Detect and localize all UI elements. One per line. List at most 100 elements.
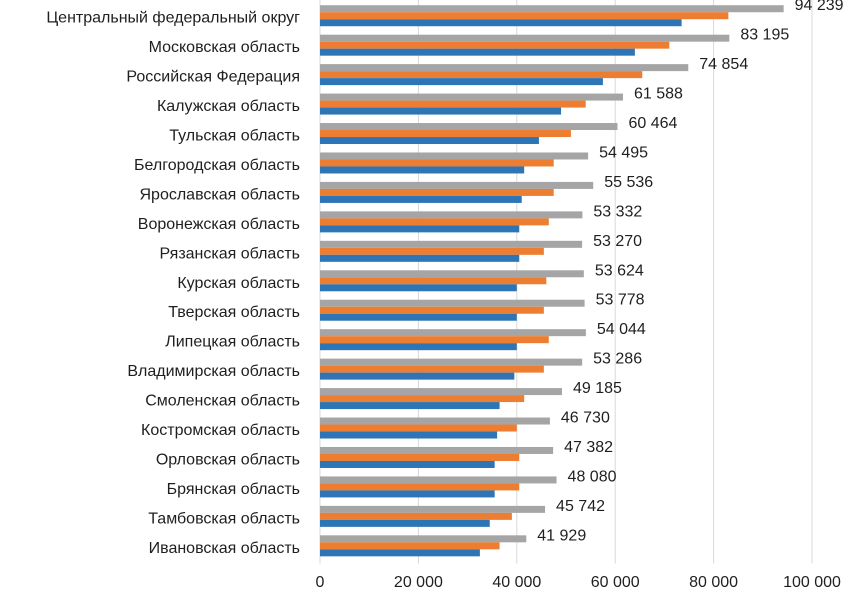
- data-label: 53 270: [593, 233, 642, 250]
- category-label: Тверская область: [168, 304, 300, 321]
- bar: [320, 476, 557, 484]
- bar: [320, 460, 495, 468]
- bar: [320, 388, 562, 396]
- bar: [320, 483, 520, 491]
- bar: [320, 218, 549, 226]
- data-label: 53 286: [593, 351, 642, 368]
- category-label: Ивановская область: [149, 540, 300, 557]
- category-label: Владимирская область: [127, 363, 300, 380]
- category-label: Калужская область: [157, 98, 300, 115]
- bar: [320, 107, 562, 115]
- bar: [320, 181, 594, 189]
- bar: [320, 64, 689, 72]
- bar: [320, 41, 670, 49]
- bar: [320, 365, 544, 373]
- category-label: Курская область: [177, 275, 300, 292]
- bar: [320, 211, 583, 219]
- data-label: 53 624: [595, 262, 644, 279]
- bar: [320, 519, 490, 527]
- category-label: Московская область: [149, 39, 300, 56]
- category-label: Тамбовская область: [148, 510, 300, 527]
- bar: [320, 5, 784, 13]
- category-label: Смоленская область: [145, 393, 300, 410]
- data-label: 61 588: [634, 86, 683, 103]
- bar: [320, 159, 554, 167]
- x-tick-label: 80 000: [689, 574, 738, 591]
- data-label: 94 239: [795, 0, 844, 14]
- bar: [320, 395, 525, 403]
- category-label: Ярославская область: [139, 186, 300, 203]
- bar: [320, 549, 480, 557]
- bar: [320, 299, 585, 307]
- bar: [320, 402, 500, 410]
- bar: [320, 542, 500, 550]
- bar: [320, 372, 515, 380]
- bar: [320, 152, 589, 160]
- category-label: Воронежская область: [138, 216, 300, 233]
- category-label: Костромская область: [141, 422, 300, 439]
- bar: [320, 100, 586, 108]
- data-label: 54 044: [597, 321, 646, 338]
- category-label: Липецкая область: [165, 334, 300, 351]
- bar: [320, 358, 583, 366]
- category-label: Белгородская область: [134, 157, 300, 174]
- x-tick-label: 40 000: [492, 574, 541, 591]
- bars: [320, 5, 784, 557]
- data-label: 60 464: [628, 115, 677, 132]
- bar: [320, 343, 517, 351]
- bar: [320, 417, 550, 425]
- x-tick-label: 0: [316, 574, 325, 591]
- bar: [320, 284, 517, 292]
- bar: [320, 34, 730, 42]
- data-label: 54 495: [599, 144, 648, 161]
- bar: [320, 446, 554, 454]
- category-label: Тульская область: [169, 128, 300, 145]
- category-labels: Центральный федеральный округ Московская …: [46, 10, 300, 557]
- bar: [320, 188, 554, 196]
- data-label: 53 778: [596, 292, 645, 309]
- category-label: Брянская область: [167, 481, 300, 498]
- data-label: 47 382: [564, 439, 613, 456]
- bar: [320, 431, 498, 439]
- bar: [320, 306, 544, 314]
- bar: [320, 93, 624, 101]
- bar: [320, 240, 583, 248]
- data-label: 74 854: [699, 56, 748, 73]
- bar: [320, 12, 729, 20]
- bar: [320, 19, 682, 27]
- bar: [320, 254, 520, 262]
- bar: [320, 270, 584, 278]
- data-label: 83 195: [740, 27, 789, 44]
- bar: [320, 535, 527, 543]
- bar: [320, 336, 549, 344]
- bar: [320, 505, 546, 513]
- bar: [320, 329, 586, 337]
- data-label: 46 730: [561, 410, 610, 427]
- x-tick-label: 20 000: [394, 574, 443, 591]
- bar: [320, 225, 520, 233]
- data-label: 55 536: [604, 174, 653, 191]
- bar: [320, 313, 517, 321]
- x-axis-tick-labels: 0 20 000 40 000 60 000 80 000 100 000: [316, 574, 841, 591]
- bar: [320, 195, 522, 203]
- bar: [320, 453, 520, 461]
- data-labels: 94 239 83 195 74 854 61 588 60 464 54 495 55 5…: [537, 0, 843, 544]
- x-tick-label: 100 000: [783, 574, 841, 591]
- bar: [320, 277, 547, 285]
- bar: [320, 137, 539, 145]
- bar: [320, 247, 544, 255]
- bar: [320, 424, 517, 432]
- category-label: Орловская область: [156, 451, 300, 468]
- bar: [320, 78, 603, 86]
- x-tick-label: 60 000: [591, 574, 640, 591]
- data-label: 41 929: [537, 527, 586, 544]
- category-label: Рязанская область: [160, 245, 300, 262]
- category-label: Центральный федеральный округ: [46, 10, 300, 27]
- bar: [320, 490, 495, 498]
- data-label: 48 080: [568, 468, 617, 485]
- data-label: 53 332: [593, 203, 642, 220]
- bar: [320, 48, 635, 56]
- bar: [320, 71, 643, 79]
- bar: [320, 512, 512, 520]
